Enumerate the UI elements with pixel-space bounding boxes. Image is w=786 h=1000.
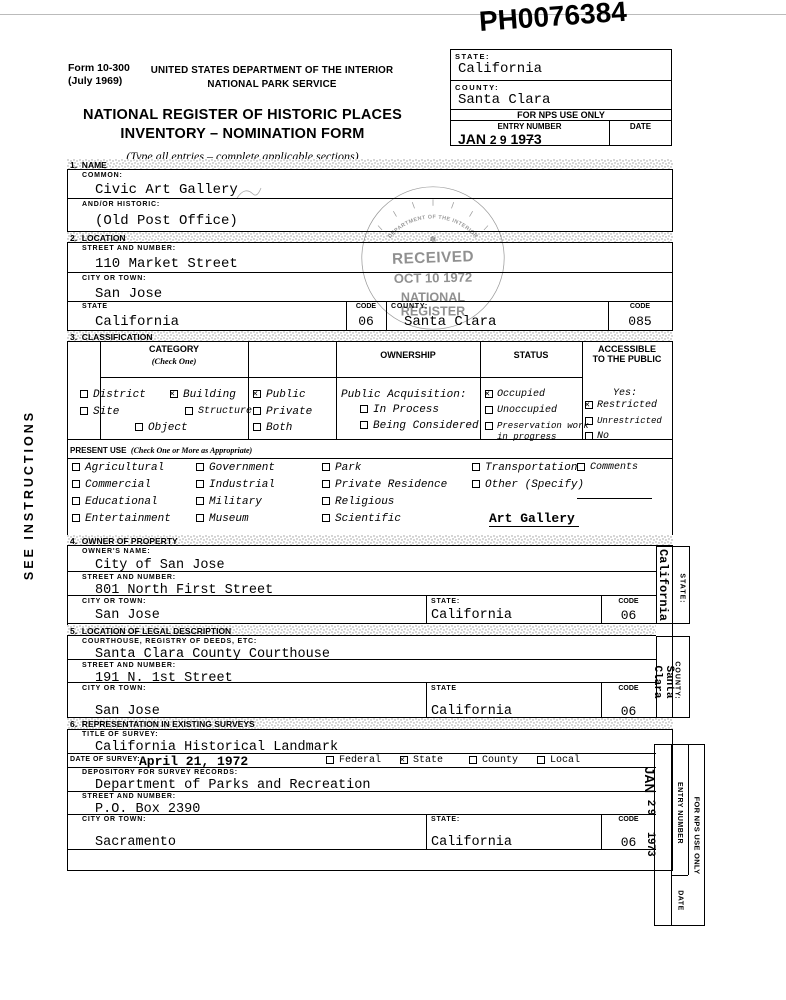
svg-text:REGISTER: REGISTER bbox=[401, 305, 465, 319]
svg-text:✽: ✽ bbox=[430, 234, 436, 245]
svg-text:OCT 10 1972: OCT 10 1972 bbox=[394, 270, 473, 286]
svg-text:RECEIVED: RECEIVED bbox=[392, 248, 474, 268]
svg-text:NATIONAL: NATIONAL bbox=[401, 290, 466, 304]
